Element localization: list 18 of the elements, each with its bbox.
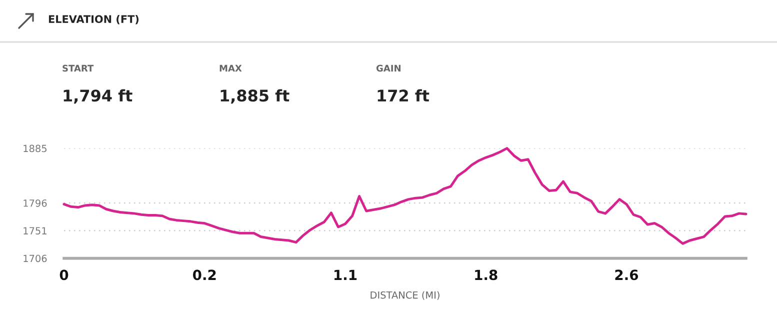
x-tick-label: 0.2	[192, 270, 216, 280]
text: GAIN	[376, 64, 400, 72]
text: 172 ft	[378, 89, 430, 102]
y-tick-label: 1796	[24, 199, 47, 207]
x-axis-title: DISTANCE (MI)	[370, 291, 440, 300]
x-tick-label: 0	[60, 270, 68, 280]
x-tick-label: 1.8	[475, 270, 498, 280]
line-series	[62, 147, 748, 245]
x-tick-label: 1.1	[334, 270, 357, 280]
text: START	[62, 64, 94, 72]
chart-title: ELEVATION (FT)	[48, 14, 139, 24]
text: 1,794 ft	[64, 89, 132, 104]
y-tick-label: 1885	[24, 144, 46, 152]
y-tick-label: 1751	[24, 227, 46, 234]
x-tick-label: 2.6	[615, 270, 638, 280]
text: MAX	[220, 64, 242, 72]
y-tick-label: 1706	[24, 254, 47, 262]
text: 1,885 ft	[220, 89, 290, 104]
